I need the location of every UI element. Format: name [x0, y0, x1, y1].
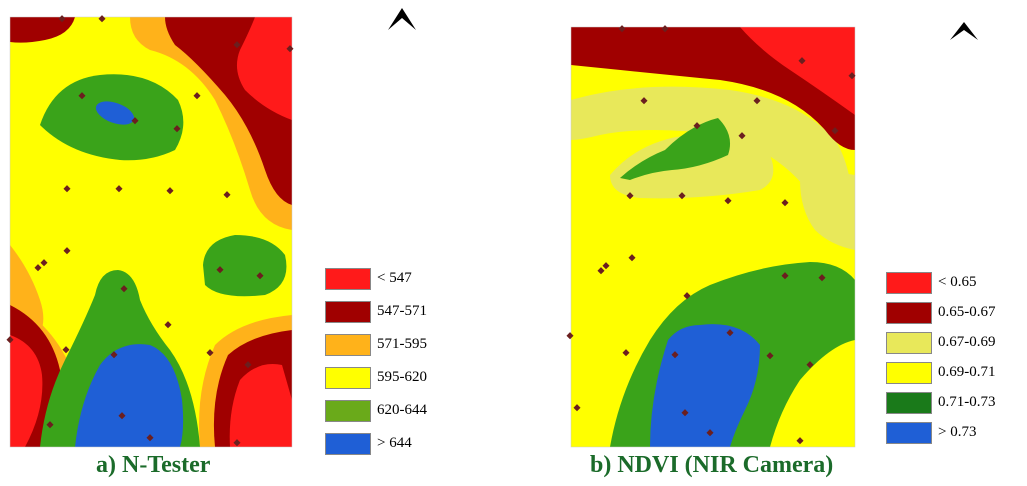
caption-n-tester: a) N-Tester	[96, 452, 211, 478]
legend-label: < 547	[377, 270, 412, 286]
zone-lt-0.65	[740, 27, 855, 115]
legend-item: > 0.73	[886, 422, 1027, 444]
legend-label: 571-595	[377, 336, 427, 352]
map-n-tester	[6, 8, 416, 448]
legend-item: > 644	[325, 433, 485, 455]
legend-item: 595-620	[325, 367, 485, 389]
zone-620-644	[203, 235, 287, 297]
caption-ndvi: b) NDVI (NIR Camera)	[590, 452, 834, 478]
zone-0.67-0.69	[800, 173, 855, 250]
legend-item: 547-571	[325, 301, 485, 323]
legend-label: 0.67-0.69	[938, 334, 996, 350]
legend-label: > 0.73	[938, 424, 977, 440]
zone-0.67-0.69	[571, 86, 855, 241]
legend-swatch	[886, 332, 932, 354]
legend-swatch	[325, 400, 371, 422]
zone-lt-547	[10, 335, 43, 447]
north-arrow-icon	[950, 22, 978, 40]
legend-label: < 0.65	[938, 274, 977, 290]
zone-lt-547	[236, 17, 292, 120]
legend-label: 595-620	[377, 369, 427, 385]
sample-points	[566, 25, 856, 445]
zone-lt-547	[229, 364, 292, 447]
legend-item: 0.69-0.71	[886, 362, 1027, 384]
legend-label: 547-571	[377, 303, 427, 319]
legend-swatch	[886, 302, 932, 324]
legend-item: 0.65-0.67	[886, 302, 1027, 324]
north-arrow-icon	[388, 8, 416, 30]
legend-label: 0.69-0.71	[938, 364, 996, 380]
legend-swatch	[325, 301, 371, 323]
legend-item: 0.71-0.73	[886, 392, 1027, 414]
zone-0.71-0.73	[620, 118, 731, 180]
legend-swatch	[886, 272, 932, 294]
map-ndvi	[566, 22, 978, 448]
legend-label: 0.71-0.73	[938, 394, 996, 410]
legend-swatch	[325, 334, 371, 356]
legend-label: 620-644	[377, 402, 427, 418]
zone-gt-644	[75, 344, 184, 447]
zone-gt-644	[95, 101, 135, 125]
legend-swatch	[886, 392, 932, 414]
legend-label: 0.65-0.67	[938, 304, 996, 320]
legend-swatch	[886, 422, 932, 444]
legend-item: 571-595	[325, 334, 485, 356]
legend-item: < 547	[325, 268, 485, 290]
legend-label: > 644	[377, 435, 412, 451]
legend-item: 620-644	[325, 400, 485, 422]
legend-swatch	[325, 268, 371, 290]
legend-item: < 0.65	[886, 272, 1027, 294]
legend-swatch	[325, 433, 371, 455]
legend-swatch	[886, 362, 932, 384]
zone-547-571	[10, 17, 75, 43]
legend-swatch	[325, 367, 371, 389]
legend-item: 0.67-0.69	[886, 332, 1027, 354]
